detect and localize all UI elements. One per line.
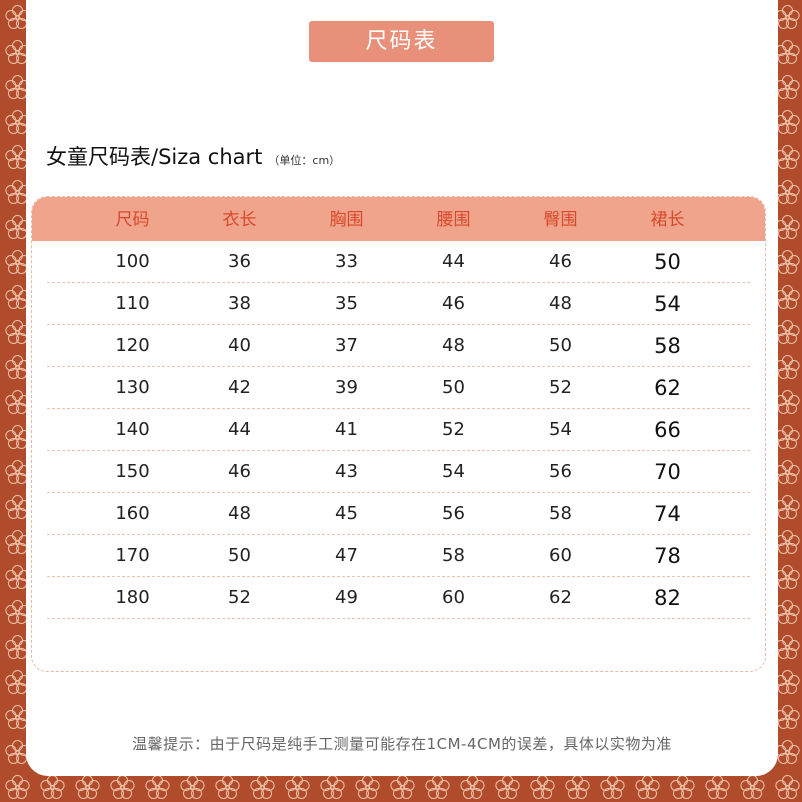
table-cell: 56	[442, 503, 465, 524]
table-row: 110 38 35 46 48 54	[47, 283, 750, 325]
table-row: 140 44 41 52 54 66	[47, 409, 750, 451]
table-cell: 48	[228, 503, 251, 524]
table-cell: 54	[654, 292, 681, 316]
tip-note: 温馨提示：由于尺码是纯手工测量可能存在1CM-4CM的误差，具体以实物为准	[132, 735, 672, 753]
table-cell: 45	[335, 503, 358, 524]
table-header: 尺码 衣长 胸围 腰围 臀围 裙长	[32, 197, 765, 241]
column-header: 腰围	[436, 210, 471, 230]
table-cell: 170	[115, 545, 150, 566]
table-cell: 60	[442, 587, 465, 608]
table-cell: 180	[115, 587, 150, 608]
table-cell: 46	[228, 461, 251, 482]
content-panel: 尺码表 女童尺码表/Siza chart （单位：cm） 尺码 衣长 胸围 腰围 臀围 裙长…	[26, 0, 778, 776]
column-header: 臀围	[543, 210, 578, 230]
table-cell: 58	[654, 334, 681, 358]
table-cell: 37	[335, 335, 358, 356]
table-cell: 39	[335, 377, 358, 398]
table-cell: 46	[442, 293, 465, 314]
table-row: 180 52 49 60 62 82	[47, 577, 750, 619]
column-header: 尺码	[115, 210, 150, 230]
table-cell: 50	[654, 250, 681, 274]
table-cell: 56	[549, 461, 572, 482]
table-cell: 40	[228, 335, 251, 356]
column-header: 胸围	[329, 210, 364, 230]
table-row: 170 50 47 58 60 78	[47, 535, 750, 577]
size-chart-title-banner: 尺码表	[309, 21, 494, 62]
table-cell: 50	[549, 335, 572, 356]
table-cell: 47	[335, 545, 358, 566]
table-row: 150 46 43 54 56 70	[47, 451, 750, 493]
table-cell: 150	[115, 461, 150, 482]
table-cell: 43	[335, 461, 358, 482]
table-cell: 58	[442, 545, 465, 566]
table-cell: 70	[654, 460, 681, 484]
table-cell: 44	[442, 251, 465, 272]
table-cell: 48	[549, 293, 572, 314]
table-cell: 52	[442, 419, 465, 440]
table-cell: 120	[115, 335, 150, 356]
table-cell: 42	[228, 377, 251, 398]
heading-text: 女童尺码表/Siza chart	[46, 145, 263, 169]
table-cell: 62	[654, 376, 681, 400]
table-cell: 46	[549, 251, 572, 272]
column-header: 衣长	[222, 210, 257, 230]
table-row: 160 48 45 56 58 74	[47, 493, 750, 535]
table-row: 100 36 33 44 46 50	[47, 241, 750, 283]
table-cell: 140	[115, 419, 150, 440]
table-cell: 100	[115, 251, 150, 272]
table-cell: 60	[549, 545, 572, 566]
table-cell: 62	[549, 587, 572, 608]
table-row: 130 42 39 50 52 62	[47, 367, 750, 409]
table-cell: 58	[549, 503, 572, 524]
table-cell: 54	[442, 461, 465, 482]
page-heading: 女童尺码表/Siza chart （单位：cm）	[46, 141, 340, 171]
table-cell: 52	[549, 377, 572, 398]
table-cell: 78	[654, 544, 681, 568]
table-cell: 41	[335, 419, 358, 440]
table-cell: 36	[228, 251, 251, 272]
table-cell: 82	[654, 586, 681, 610]
table-cell: 35	[335, 293, 358, 314]
table-cell: 110	[115, 293, 150, 314]
table-cell: 52	[228, 587, 251, 608]
table-row: 120 40 37 48 50 58	[47, 325, 750, 367]
column-header: 裙长	[650, 210, 685, 230]
table-cell: 50	[228, 545, 251, 566]
table-cell: 66	[654, 418, 681, 442]
table-cell: 50	[442, 377, 465, 398]
unit-label: （单位：cm）	[268, 154, 341, 167]
table-cell: 130	[115, 377, 150, 398]
size-table: 尺码 衣长 胸围 腰围 臀围 裙长 100 36 33 44 46 50 110 38 35 46 48 54 1…	[31, 196, 766, 672]
table-cell: 74	[654, 502, 681, 526]
table-cell: 48	[442, 335, 465, 356]
table-body: 100 36 33 44 46 50 110 38 35 46 48 54 120 40 37 48 50 58 1…	[32, 241, 765, 619]
table-cell: 49	[335, 587, 358, 608]
table-cell: 160	[115, 503, 150, 524]
table-cell: 54	[549, 419, 572, 440]
table-cell: 33	[335, 251, 358, 272]
table-cell: 38	[228, 293, 251, 314]
table-cell: 44	[228, 419, 251, 440]
